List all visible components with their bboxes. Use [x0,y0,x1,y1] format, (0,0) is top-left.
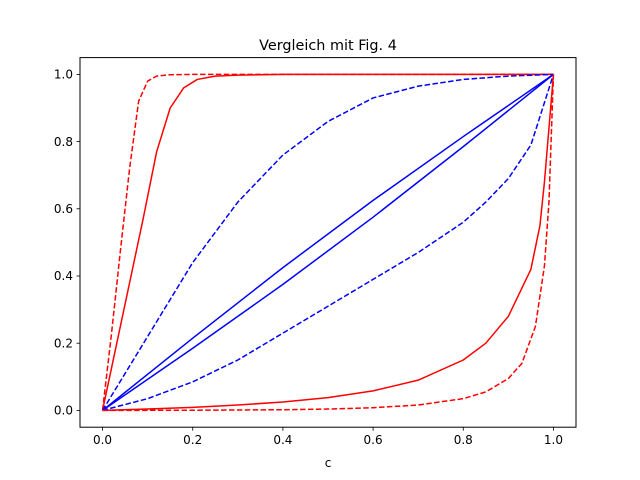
y-tick-label: 1.0 [54,68,73,82]
x-tick-label: 0.8 [454,433,473,447]
y-axis: 0.0 0.2 0.4 0.6 0.8 1.0 [54,68,80,418]
series-line-3 [101,73,554,411]
plot-frame [79,57,577,428]
y-tick-label: 0.8 [54,135,73,149]
chart-title: Vergleich mit Fig. 4 [259,38,397,54]
x-tick-label: 1.0 [544,433,563,447]
series-line-2 [101,73,554,411]
plot-lines [101,73,555,412]
y-tick-label: 0.4 [54,269,73,283]
x-axis-label: c [325,456,332,470]
series-line-5 [102,73,554,412]
x-tick-label: 0.0 [93,433,112,447]
series-line-4 [102,73,554,411]
x-axis: 0.0 0.2 0.4 0.6 0.8 1.0 [93,427,563,447]
series-line-6 [102,74,555,412]
y-tick-label: 0.0 [54,404,73,418]
x-tick-label: 0.6 [364,433,383,447]
y-tick-label: 0.2 [54,336,73,350]
y-tick-label: 0.6 [54,202,73,216]
series-line-8 [102,74,555,412]
series-line-1 [101,73,554,411]
series-line-7 [102,74,555,412]
x-tick-label: 0.4 [273,433,292,447]
x-tick-label: 0.2 [183,433,202,447]
